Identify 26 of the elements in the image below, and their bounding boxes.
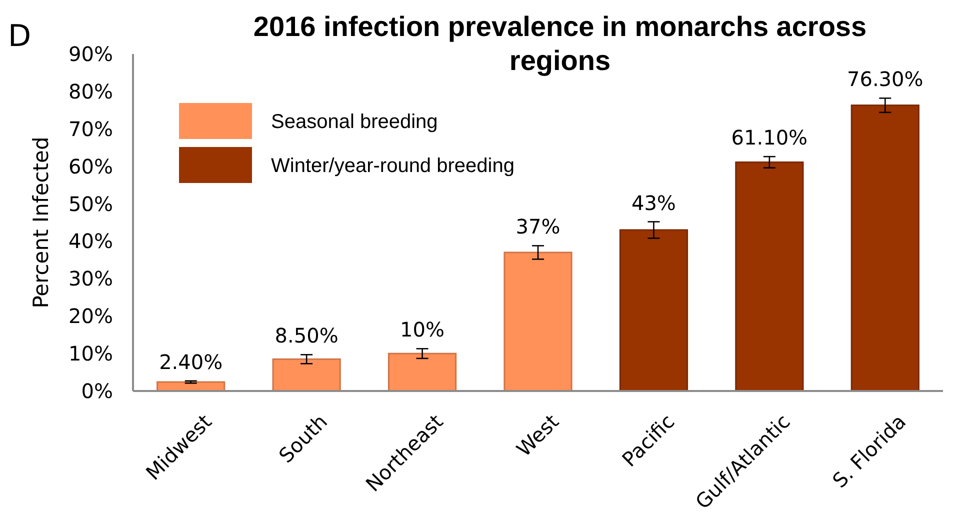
legend-label: Seasonal breeding xyxy=(271,111,438,133)
y-tick-label: 20% xyxy=(68,304,113,328)
y-tick-label: 10% xyxy=(68,342,113,366)
y-tick-label: 30% xyxy=(68,266,113,291)
data-label: 37% xyxy=(516,214,560,239)
legend-label: Winter/year-round breeding xyxy=(271,155,514,177)
y-tick-label: 90% xyxy=(68,42,113,66)
bar xyxy=(272,358,341,392)
data-label: 10% xyxy=(400,318,445,342)
bar xyxy=(850,104,920,392)
data-label: 2.40% xyxy=(159,350,223,374)
bar xyxy=(388,352,457,392)
y-tick-label: 80% xyxy=(68,79,113,104)
bar xyxy=(504,252,572,392)
text: D xyxy=(8,19,32,54)
bar xyxy=(619,229,688,392)
y-tick-label: 40% xyxy=(68,229,113,254)
y-tick-label: 0% xyxy=(81,379,113,403)
y-axis-title: Percent Infected xyxy=(29,136,53,308)
data-label: 8.50% xyxy=(274,324,338,348)
data-label: 43% xyxy=(631,190,676,215)
y-tick-label: 50% xyxy=(68,192,113,216)
y-tick-label: 70% xyxy=(68,116,113,141)
y-tick-label: 60% xyxy=(68,154,113,178)
data-label: 61.10% xyxy=(731,126,808,150)
bar xyxy=(735,161,804,392)
